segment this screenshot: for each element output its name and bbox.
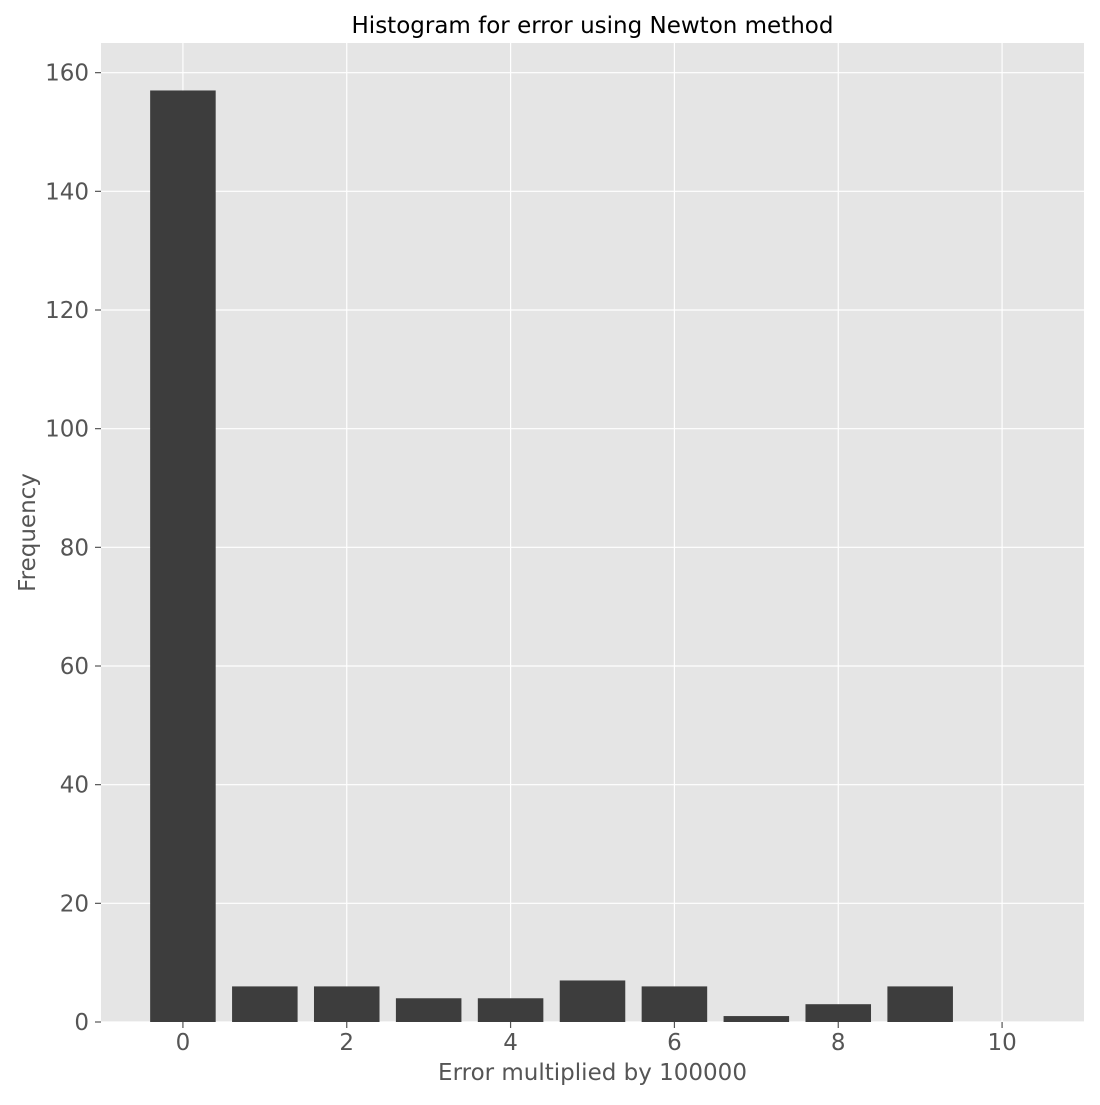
histogram-bar xyxy=(477,998,544,1022)
x-tick-labels: 0 2 4 6 8 10 xyxy=(176,1030,1017,1056)
bars xyxy=(150,90,953,1022)
x-tick-label: 6 xyxy=(667,1030,682,1056)
y-tick-label: 160 xyxy=(45,61,89,87)
y-tick-label: 40 xyxy=(60,773,89,799)
y-tick-label: 60 xyxy=(60,654,89,680)
y-axis-label: Frequency xyxy=(15,473,41,592)
x-tick-label: 0 xyxy=(176,1030,191,1056)
histogram-bar xyxy=(723,1016,790,1022)
histogram-bar xyxy=(395,998,462,1022)
y-tick-labels: 0 20 40 60 80 100 120 140 160 xyxy=(45,61,89,1036)
histogram-bar xyxy=(150,90,216,1022)
x-tick-label: 4 xyxy=(503,1030,518,1056)
x-tick-label: 2 xyxy=(339,1030,354,1056)
y-tick-label: 20 xyxy=(60,891,89,917)
x-tick-label: 10 xyxy=(987,1030,1016,1056)
histogram-bar xyxy=(641,986,708,1022)
grid-lines xyxy=(101,43,1084,1023)
histogram-bar xyxy=(232,986,298,1022)
y-tick-label: 140 xyxy=(45,179,89,205)
y-tick-label: 120 xyxy=(45,298,89,324)
histogram-bar xyxy=(805,1004,872,1022)
histogram-bar xyxy=(559,980,626,1022)
x-tick-label: 8 xyxy=(831,1030,846,1056)
y-tick-label: 100 xyxy=(45,417,89,443)
tick-marks xyxy=(95,72,1003,1028)
plot-background xyxy=(101,43,1084,1022)
histogram-bar xyxy=(887,986,953,1022)
histogram-bar xyxy=(313,986,380,1022)
x-axis-label: Error multiplied by 100000 xyxy=(438,1060,747,1086)
y-tick-label: 0 xyxy=(74,1010,89,1036)
chart-title: Histogram for error using Newton method xyxy=(352,13,834,39)
y-tick-label: 80 xyxy=(60,535,89,561)
